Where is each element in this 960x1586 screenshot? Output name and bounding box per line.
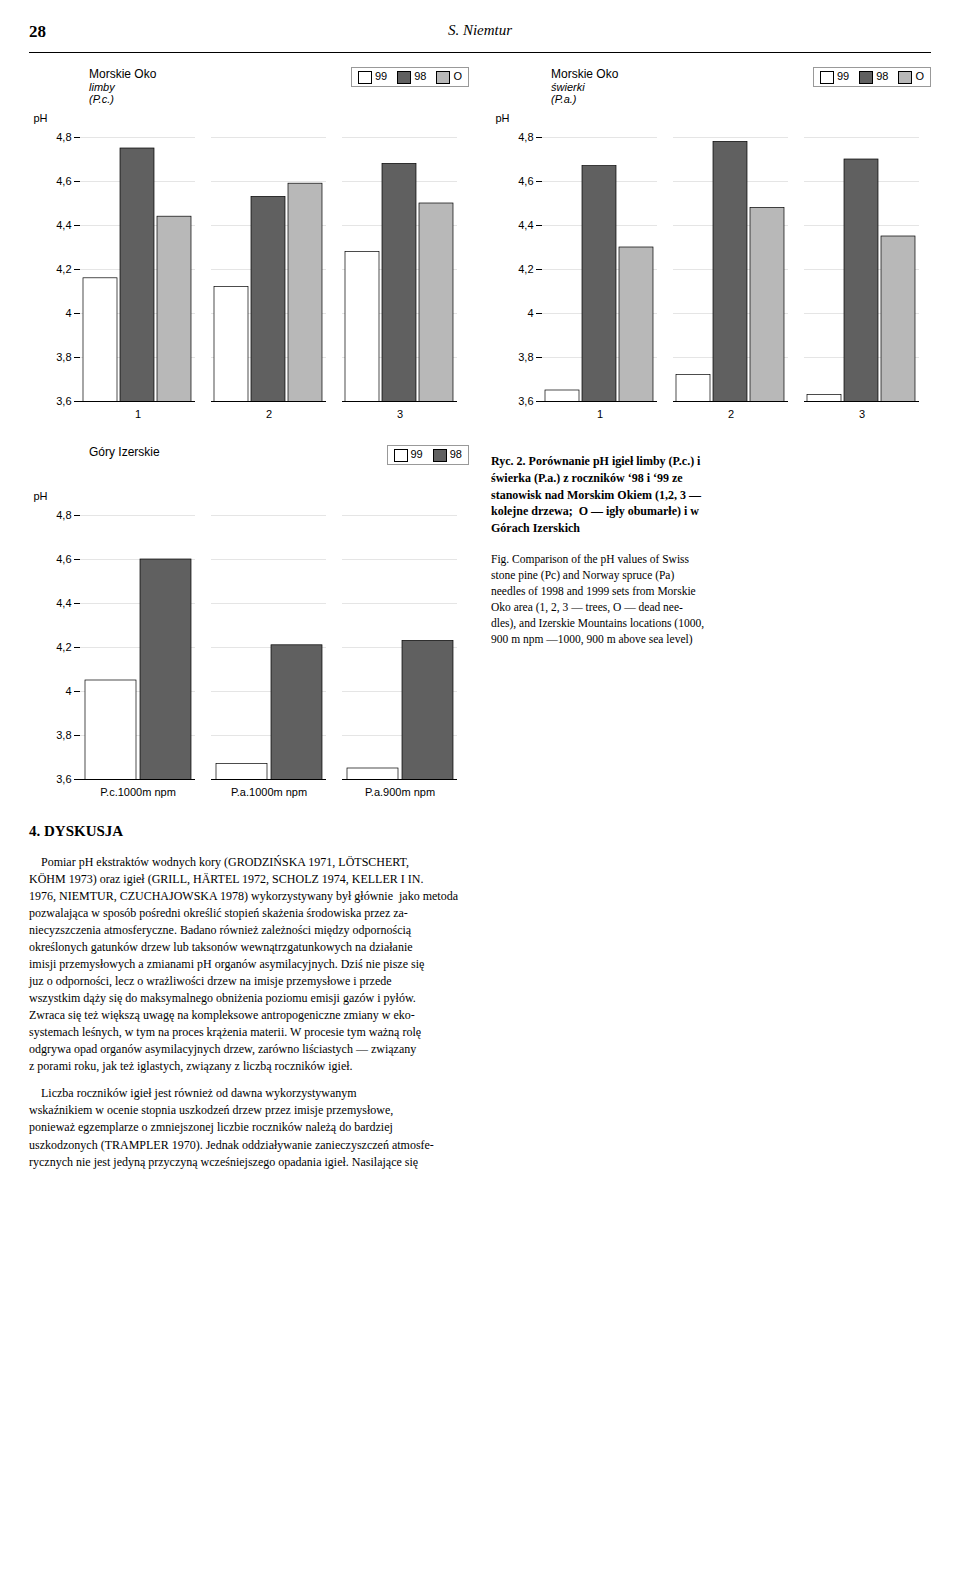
svg-text:4: 4: [527, 307, 533, 319]
svg-text:4,4: 4,4: [518, 219, 533, 231]
svg-text:3,6: 3,6: [518, 395, 533, 407]
html-text:świerki (P.a.): świerki (P.a.): [551, 81, 585, 105]
html-text:99: 99: [836, 70, 850, 82]
html-text:O: O: [915, 70, 924, 82]
svg-text:4: 4: [65, 307, 71, 319]
svg-text:4,4: 4,4: [56, 597, 71, 609]
html-text:99: 99: [374, 70, 388, 82]
svg-text:3,6: 3,6: [56, 773, 71, 785]
svg-text:4,4: 4,4: [56, 219, 71, 231]
svg-text:pH: pH: [34, 112, 48, 124]
html-text:98: 98: [449, 448, 462, 460]
html-text:Ryc. 2. Porównanie pH igieł li: Ryc. 2. Porównanie pH igieł limby (P.c.)…: [491, 454, 701, 536]
html-text:Góry Izerskie: Góry Izerskie: [89, 445, 160, 459]
svg-text:3,8: 3,8: [56, 729, 71, 741]
svg-text:2: 2: [728, 408, 734, 420]
svg-text:3: 3: [397, 408, 403, 420]
svg-text:4,8: 4,8: [56, 509, 71, 521]
svg-text:4,8: 4,8: [56, 131, 71, 143]
svg-text:P.a.900m npm: P.a.900m npm: [365, 786, 435, 798]
svg-text:P.a.1000m npm: P.a.1000m npm: [231, 786, 307, 798]
svg-text:1: 1: [597, 408, 603, 420]
svg-text:4,6: 4,6: [56, 175, 71, 187]
svg-text:1: 1: [135, 408, 141, 420]
html-text:Fig. Comparison of the pH valu: Fig. Comparison of the pH values of Swis…: [491, 553, 704, 646]
html-text:Liczba roczników igieł jest ró: Liczba roczników igieł jest również od d…: [29, 1086, 434, 1169]
html-text:S. Niemtur: S. Niemtur: [447, 22, 513, 38]
svg-text:P.c.1000m npm: P.c.1000m npm: [100, 786, 176, 798]
svg-text:4,6: 4,6: [56, 553, 71, 565]
html-text:Morskie Oko: Morskie Oko: [551, 67, 619, 81]
svg-text:3,8: 3,8: [56, 351, 71, 363]
html-text:98: 98: [876, 70, 889, 82]
svg-text:2: 2: [266, 408, 272, 420]
svg-text:4,2: 4,2: [518, 263, 533, 275]
svg-text:3,6: 3,6: [56, 395, 71, 407]
svg-text:4,6: 4,6: [518, 175, 533, 187]
html-text:98: 98: [414, 70, 427, 82]
html-text:O: O: [453, 70, 462, 82]
svg-text:pH: pH: [34, 490, 48, 502]
html-text:99: 99: [410, 448, 423, 460]
html-text:4. DYSKUSJA: 4. DYSKUSJA: [29, 823, 124, 839]
html-text:28: 28: [29, 22, 46, 41]
html-text:Morskie Oko: Morskie Oko: [89, 67, 157, 81]
svg-text:4,2: 4,2: [56, 263, 71, 275]
svg-text:4,2: 4,2: [56, 641, 71, 653]
svg-text:4,8: 4,8: [518, 131, 533, 143]
html-text:limby (P.c.): limby (P.c.): [89, 81, 115, 105]
svg-text:4: 4: [65, 685, 71, 697]
svg-text:pH: pH: [496, 112, 510, 124]
html-text:Pomiar pH ekstraktów wodnych k: Pomiar pH ekstraktów wodnych kory (GRODZ…: [29, 855, 458, 1074]
svg-text:3,8: 3,8: [518, 351, 533, 363]
svg-text:3: 3: [859, 408, 865, 420]
